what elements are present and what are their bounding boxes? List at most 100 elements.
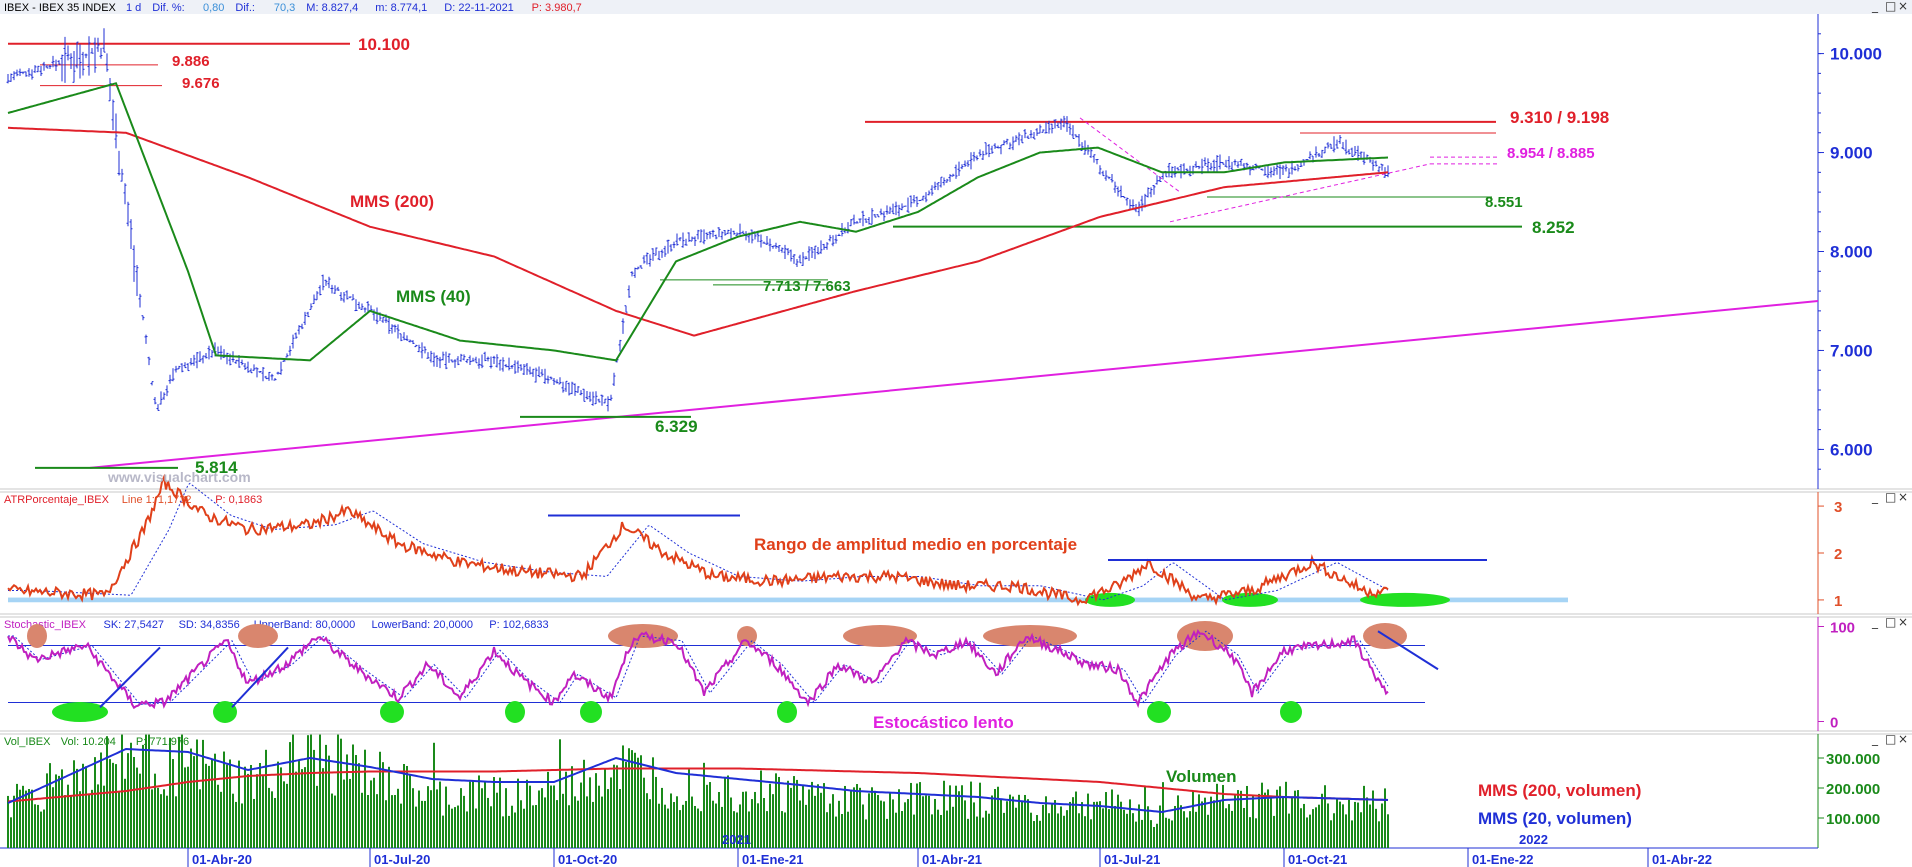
level-9676-label: 9.676 — [182, 75, 220, 92]
year-2021-label: 2021 — [722, 832, 751, 847]
stoch-header-field: SK: 27,5427 — [104, 619, 165, 631]
level-9310-label: 9.310 / 9.198 — [1510, 108, 1609, 127]
price-tick-label: 8.000 — [1830, 243, 1873, 262]
date-tick-label: 01-Abr-21 — [922, 852, 982, 867]
volume-header-fields: Vol_IBEX Vol: 10.204 P: 771.976 — [4, 736, 189, 748]
volume-tick-label: 300.000 — [1826, 751, 1880, 768]
main-header-bar — [0, 0, 1912, 14]
window-control-maximize[interactable]: □ — [1885, 0, 1896, 13]
volume-title: Volumen — [1166, 767, 1237, 786]
price-tick-label: 9.000 — [1830, 144, 1873, 163]
atr-header-field: P: 0,1863 — [215, 494, 262, 506]
price-tick-label: 6.000 — [1830, 440, 1873, 459]
window-control-minimize[interactable]: _ — [1871, 0, 1879, 13]
atr-low-zone — [1222, 592, 1278, 607]
stoch-overbought-zone — [737, 626, 757, 646]
level-8954-label: 8.954 / 8.885 — [1507, 145, 1595, 162]
axes: 6.000 7.000 8.000 9.000 10.000 1 2 3 0 100 100.000… — [187, 33, 1882, 867]
channel-dashed-line — [1169, 163, 1431, 223]
main-header-field: 0,80 — [203, 2, 224, 14]
window-control-close[interactable]: × — [1898, 490, 1908, 504]
level-9886-label: 9.886 — [172, 53, 210, 70]
volume-tick-label: 200.000 — [1826, 781, 1880, 798]
window-control-maximize[interactable]: □ — [1885, 490, 1896, 504]
year-2022-label: 2022 — [1519, 832, 1548, 847]
stoch-header-field: P: 102,6833 — [489, 619, 548, 631]
date-tick-label: 01-Jul-20 — [374, 852, 430, 867]
main-header-field: P: 3.980,7 — [532, 2, 582, 14]
stoch-tick-label: 100 — [1830, 620, 1855, 637]
price-tick-label: 10.000 — [1830, 45, 1882, 64]
window-control-minimize[interactable]: _ — [1871, 732, 1879, 746]
atr-header-field: ATRPorcentaje_IBEX — [4, 494, 110, 506]
stoch-oversold-zone — [1147, 701, 1171, 723]
date-tick-label: 01-Ene-21 — [742, 852, 803, 867]
stoch-sk-line — [7, 628, 1389, 710]
stoch-title: Estocástico lento — [873, 713, 1014, 732]
level-5814-label: 5.814 — [195, 458, 238, 477]
stoch-header-field: UpperBand: 80,0000 — [254, 619, 356, 631]
main-header-field: 1 d — [126, 2, 141, 14]
level-8551-label: 8.551 — [1485, 194, 1523, 211]
stoch-overbought-zone — [238, 624, 278, 648]
stoch-oversold-zone — [52, 702, 108, 722]
stoch-overbought-zone — [983, 625, 1077, 647]
window-control-minimize[interactable]: _ — [1871, 490, 1879, 504]
window-controls[interactable]: _ □ ×_ □ ×_ □ ×_ □ × — [1871, 0, 1908, 746]
atr-tick-label: 3 — [1834, 499, 1842, 516]
mms200-line — [7, 126, 1389, 337]
main-header-field: m: 8.774,1 — [375, 2, 427, 14]
main-header-field: 70,3 — [274, 2, 295, 14]
window-control-close[interactable]: × — [1898, 0, 1908, 13]
stoch-tick-label: 0 — [1830, 715, 1838, 732]
window-control-minimize[interactable]: _ — [1871, 615, 1879, 629]
window-control-close[interactable]: × — [1898, 732, 1908, 746]
stoch-trend-line — [1377, 630, 1439, 671]
price-tick-label: 7.000 — [1830, 341, 1873, 360]
volume-tick-label: 100.000 — [1826, 811, 1880, 828]
atr-low-band — [8, 597, 1568, 603]
stoch-header-field: Stochastic_IBEX — [4, 619, 87, 631]
atr-title: Rango de amplitud medio en porcentaje — [754, 535, 1077, 554]
atr-low-zone — [1360, 592, 1450, 607]
main-header-field: Dif.: — [235, 2, 255, 14]
stoch-trend-line — [99, 646, 161, 708]
stoch-oversold-zone — [505, 701, 525, 723]
date-tick-label: 01-Abr-22 — [1652, 852, 1712, 867]
atr-panel — [7, 473, 1568, 607]
date-tick-label: 01-Oct-21 — [1288, 852, 1347, 867]
mms40-line — [7, 82, 1389, 362]
atr-header-field: Line 1: 1,1732 — [122, 494, 192, 506]
window-control-maximize[interactable]: □ — [1885, 732, 1896, 746]
stoch-overbought-zone — [27, 624, 47, 648]
main-header-field: Dif. %: — [152, 2, 184, 14]
level-7713-label: 7.713 / 7.663 — [763, 278, 851, 295]
atr-tick-label: 2 — [1834, 546, 1842, 563]
stoch-trend-line — [231, 646, 289, 708]
volume-mms200-line — [7, 767, 1389, 803]
price-panel — [6, 28, 1819, 469]
watermark: www.visualchart.com — [107, 469, 251, 485]
date-tick-label: 01-Jul-21 — [1104, 852, 1160, 867]
window-control-close[interactable]: × — [1898, 615, 1908, 629]
volume-header-field: Vol_IBEX — [4, 736, 51, 748]
stoch-oversold-zone — [1280, 701, 1302, 723]
stoch-oversold-zone — [580, 701, 602, 723]
level-8252-label: 8.252 — [1532, 218, 1575, 237]
main-header-field: D: 22-11-2021 — [444, 2, 514, 14]
window-control-maximize[interactable]: □ — [1885, 615, 1896, 629]
stoch-oversold-zone — [777, 701, 797, 723]
level-6329-label: 6.329 — [655, 417, 698, 436]
stoch-oversold-zone — [213, 701, 237, 723]
atr-line — [7, 473, 1389, 607]
mms40-label: MMS (40) — [396, 287, 471, 306]
stoch-overbought-zone — [843, 625, 917, 647]
date-tick-label: 01-Ene-22 — [1472, 852, 1533, 867]
vol-mms200-label: MMS (200, volumen) — [1478, 781, 1641, 800]
stoch-sd-line — [8, 630, 1389, 705]
date-tick-label: 01-Oct-20 — [558, 852, 617, 867]
trend-support-line — [89, 299, 1819, 469]
atr-tick-label: 1 — [1834, 593, 1842, 610]
